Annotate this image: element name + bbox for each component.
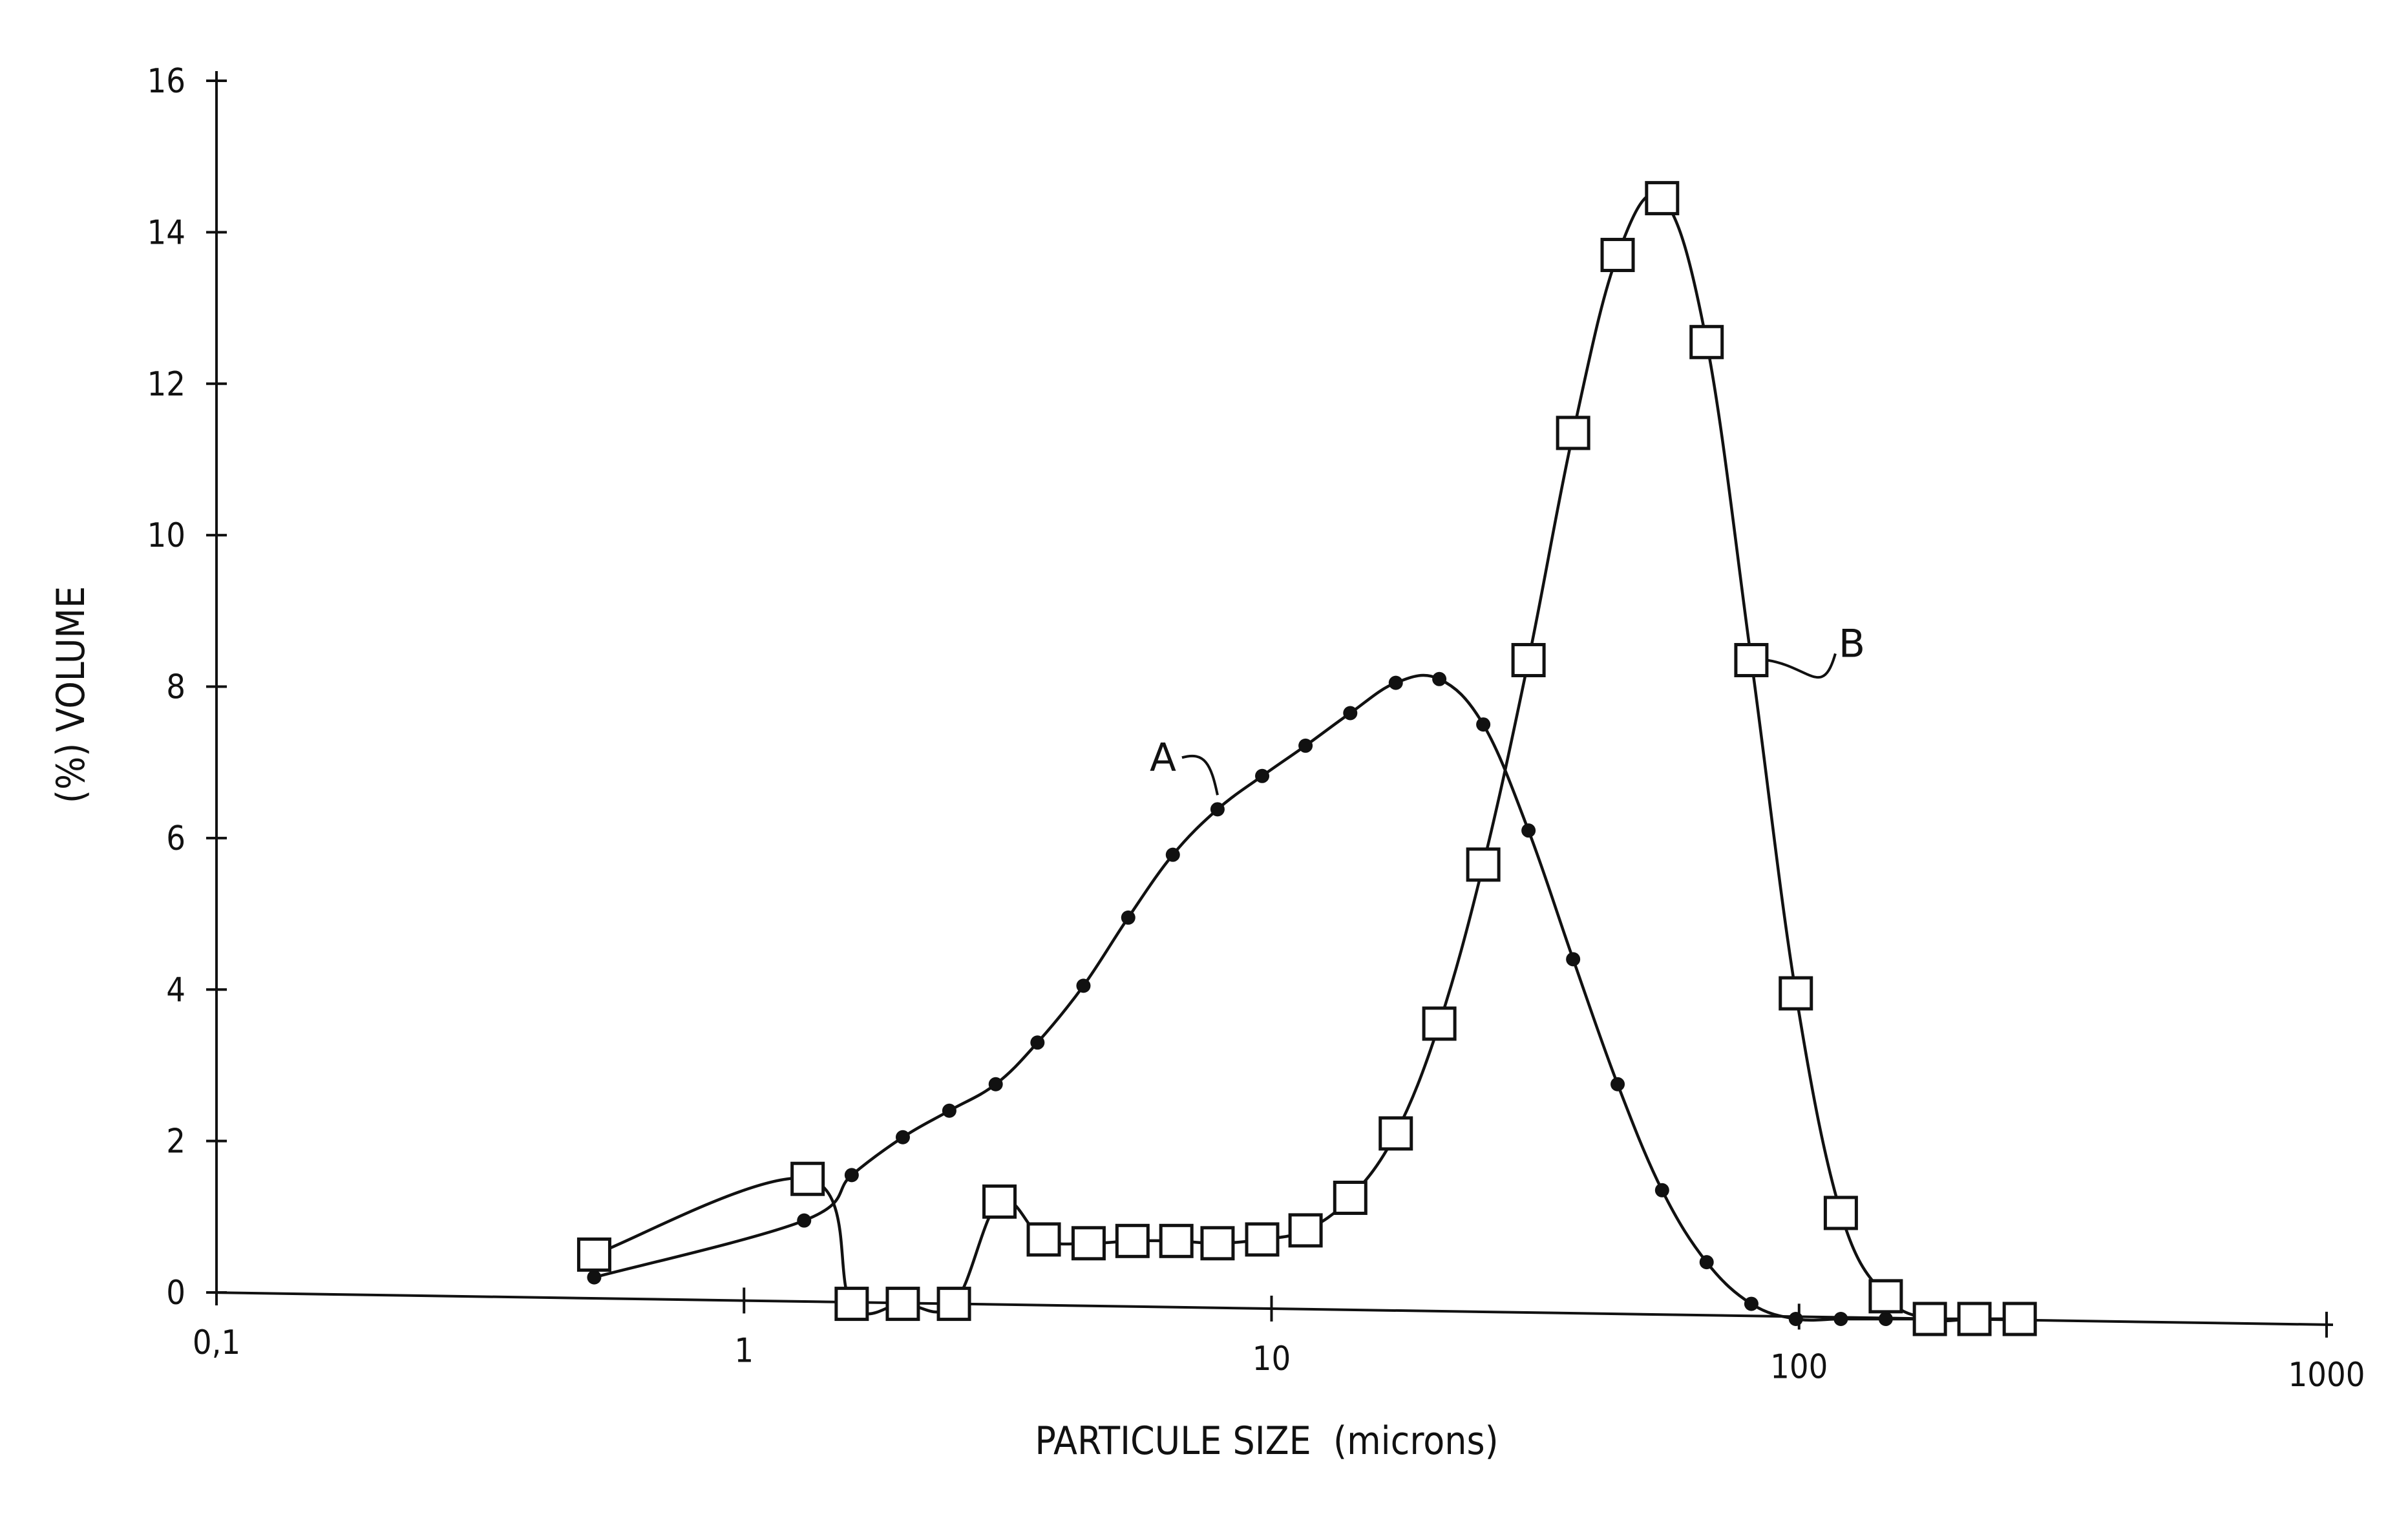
data-point-B [984, 1186, 1015, 1217]
data-point-B [1736, 644, 1767, 675]
x-tick-label: 0,1 [193, 1323, 240, 1362]
y-tick-label: 16 [147, 62, 185, 101]
data-point-B [2004, 1303, 2035, 1334]
x-tick-label: 100 [1770, 1347, 1828, 1386]
x-tick-label: 1000 [2288, 1356, 2365, 1395]
y-tick-label: 12 [147, 365, 185, 404]
y-tick-label: 4 [166, 971, 185, 1009]
data-point-A [1879, 1312, 1893, 1326]
data-point-A [1655, 1183, 1669, 1197]
data-point-A [1166, 848, 1180, 862]
data-point-A [1744, 1297, 1758, 1311]
data-point-A [1789, 1312, 1803, 1326]
data-point-A [1566, 952, 1580, 966]
data-point-B [1468, 849, 1499, 880]
data-point-A [1076, 978, 1090, 993]
data-point-B [792, 1163, 823, 1194]
data-point-A [1121, 911, 1135, 925]
data-point-B [1202, 1228, 1233, 1259]
series-label-leader-B [1767, 653, 1835, 677]
data-point-B [836, 1289, 867, 1320]
data-point-A [1210, 802, 1225, 816]
series-label-A: A [1150, 735, 1176, 780]
y-tick-label: 10 [147, 516, 185, 555]
y-tick-label: 8 [166, 668, 185, 707]
data-point-B [1028, 1224, 1059, 1255]
data-point-A [1389, 676, 1403, 690]
data-point-A [587, 1270, 601, 1285]
data-point-A [845, 1168, 859, 1182]
data-point-A [942, 1104, 956, 1118]
data-point-A [797, 1214, 811, 1228]
data-point-B [1247, 1224, 1278, 1255]
data-point-B [1335, 1183, 1366, 1214]
data-point-B [1870, 1281, 1901, 1312]
series-layer: AB [578, 183, 2035, 1334]
data-point-B [1914, 1303, 1945, 1334]
data-point-B [1290, 1215, 1321, 1246]
y-tick-label: 2 [166, 1123, 185, 1161]
data-point-A [1521, 823, 1536, 838]
data-point-B [1602, 240, 1633, 271]
data-point-B [1647, 183, 1678, 214]
x-axis-title: PARTICULE SIZE (microns) [1035, 1418, 1498, 1464]
data-point-A [1432, 672, 1446, 686]
y-tick-label: 6 [166, 819, 185, 858]
series-label-B: B [1839, 621, 1865, 666]
data-point-A [1700, 1255, 1714, 1269]
data-point-A [1298, 739, 1313, 753]
axes: 0 2 4 6 8 10 12 14 16 0,1 1 10 100 1000 [147, 62, 2365, 1395]
data-point-B [1380, 1118, 1411, 1149]
data-point-A [1611, 1077, 1625, 1091]
data-point-B [938, 1289, 969, 1320]
data-point-B [1959, 1303, 1990, 1334]
data-point-B [1117, 1225, 1148, 1256]
x-tick-label: 1 [734, 1331, 754, 1370]
data-point-A [1476, 717, 1490, 732]
data-point-B [1825, 1197, 1856, 1228]
data-point-B [1424, 1008, 1455, 1039]
x-tick-label: 10 [1252, 1340, 1291, 1378]
series-label-leader-A [1182, 756, 1218, 796]
y-tick-label: 0 [166, 1274, 185, 1312]
data-point-A [1255, 769, 1269, 783]
data-point-B [578, 1239, 609, 1270]
series-B: B [578, 183, 2035, 1334]
data-point-B [1558, 417, 1589, 448]
data-point-A [1030, 1035, 1044, 1049]
y-tick-label: 14 [147, 213, 185, 252]
data-point-B [1691, 326, 1722, 357]
data-point-A [989, 1077, 1003, 1091]
data-point-B [1073, 1228, 1104, 1259]
data-point-A [1343, 706, 1357, 721]
data-point-B [1513, 644, 1544, 675]
data-point-B [1780, 978, 1811, 1009]
data-point-A [896, 1130, 910, 1144]
y-axis-title: (%) VOLUME [48, 586, 94, 803]
data-point-B [887, 1289, 918, 1320]
series-line-B [594, 194, 2020, 1321]
data-point-A [1833, 1312, 1848, 1326]
data-point-B [1161, 1225, 1192, 1256]
